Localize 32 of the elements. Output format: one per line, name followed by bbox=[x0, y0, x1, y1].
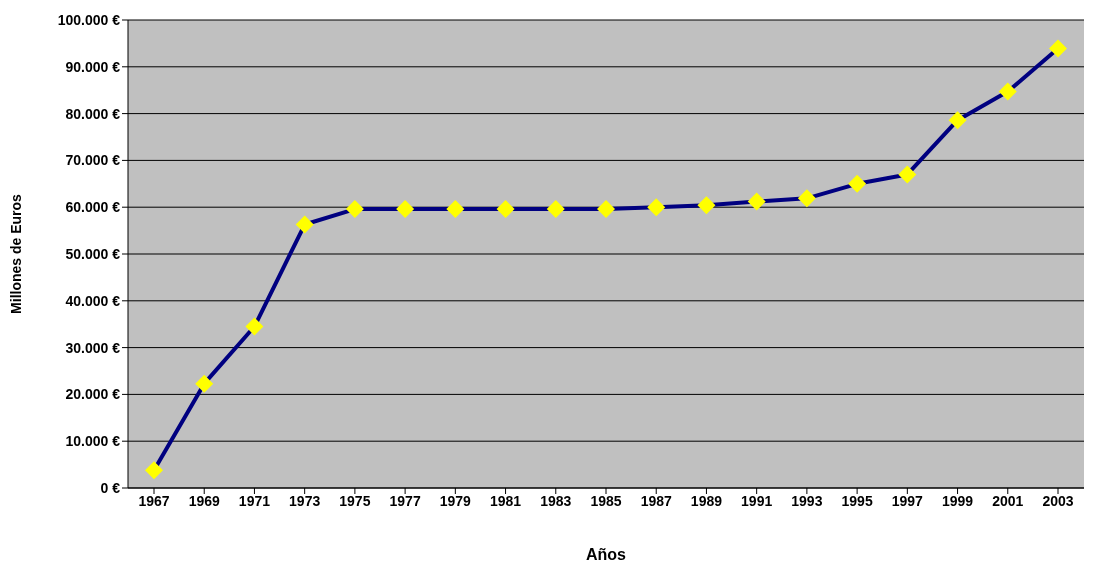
x-tick-label: 1995 bbox=[841, 492, 873, 509]
x-tick-label: 1979 bbox=[439, 492, 472, 509]
x-tick-label: 1989 bbox=[690, 492, 723, 509]
x-tick-label: 1977 bbox=[389, 492, 421, 509]
x-tick-label: 1985 bbox=[590, 492, 622, 509]
x-tick-label: 1999 bbox=[941, 492, 974, 509]
y-tick-label: 80.000 € bbox=[65, 105, 121, 122]
x-tick-label: 1997 bbox=[891, 492, 924, 509]
y-tick-label: 40.000 € bbox=[65, 292, 121, 309]
x-tick-label: 1975 bbox=[339, 492, 371, 509]
y-tick-label: 70.000 € bbox=[65, 152, 121, 169]
y-tick-label: 10.000 € bbox=[65, 433, 121, 450]
y-tick-label: 20.000 € bbox=[65, 386, 121, 403]
y-tick-label: 30.000 € bbox=[65, 339, 121, 356]
x-tick-label: 2003 bbox=[1042, 492, 1074, 509]
x-tick-label: 1987 bbox=[640, 492, 672, 509]
x-tick-label: 1991 bbox=[741, 492, 773, 509]
x-tick-label: 1967 bbox=[138, 492, 170, 509]
x-tick-label: 2001 bbox=[992, 492, 1024, 509]
x-tick-label: 1973 bbox=[289, 492, 321, 509]
x-tick-label: 1971 bbox=[238, 492, 271, 509]
y-tick-label: 0 € bbox=[100, 479, 121, 496]
x-tick-label: 1983 bbox=[540, 492, 572, 509]
x-tick-label: 1969 bbox=[188, 492, 220, 509]
y-tick-label: 50.000 € bbox=[65, 245, 121, 262]
x-tick-label: 1981 bbox=[489, 492, 522, 509]
x-tick-label: 1993 bbox=[791, 492, 823, 509]
x-axis-title: Años bbox=[586, 546, 627, 563]
y-axis-title: Millones de Euros bbox=[7, 193, 24, 314]
y-tick-label: 90.000 € bbox=[65, 58, 121, 75]
y-tick-label: 100.000 € bbox=[57, 11, 121, 28]
y-tick-label: 60.000 € bbox=[65, 199, 121, 216]
